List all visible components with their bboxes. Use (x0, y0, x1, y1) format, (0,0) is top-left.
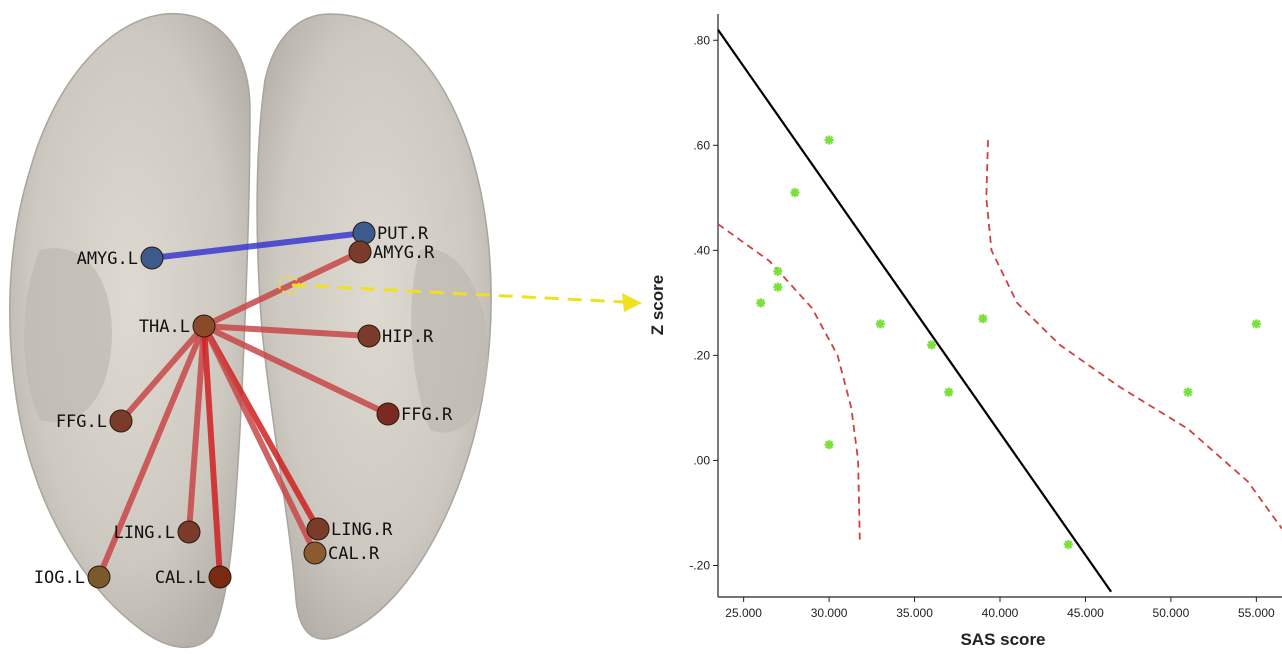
edge-tha-l-ffg-l (118, 323, 207, 424)
node-ffg-r (376, 402, 400, 426)
node-cal-r (303, 541, 327, 565)
y-axis-title: Z score (648, 275, 667, 335)
y-tick-label: .00 (693, 453, 710, 467)
node-label-tha-l: THA.L (139, 317, 190, 337)
node-ffg-l (109, 409, 133, 433)
right-temporal-lobe (411, 248, 489, 433)
node-iog-l (87, 565, 111, 589)
node-label-ling-l: LING.L (114, 523, 175, 543)
scatter-point (1183, 387, 1193, 397)
x-tick-label: 55.000 (1238, 606, 1275, 620)
node-amyg-r (348, 240, 372, 264)
node-hip-r (357, 324, 381, 348)
node-cal-l (208, 565, 232, 589)
node-ling-l (177, 520, 201, 544)
edge-tha-l-iog-l (96, 323, 207, 580)
edge-amyg-l-put-r (149, 230, 367, 261)
series-layer (717, 29, 1282, 593)
node-label-ling-r: LING.R (331, 520, 393, 540)
plot-area: 25.000 30.000 35.000 40.000 45.000 50.000 55.0… (689, 14, 1282, 620)
node-label-hip-r: HIP.R (382, 327, 434, 347)
scatter-point (756, 298, 766, 308)
y-tick-label: -.20 (689, 558, 710, 572)
network-edges (96, 230, 391, 580)
ticks-layer: 25.000 30.000 35.000 40.000 45.000 50.000 55.0… (689, 33, 1275, 620)
node-label-cal-r: CAL.R (328, 544, 380, 564)
y-tick-label: .80 (693, 33, 710, 47)
annotation-arrow (291, 283, 625, 304)
confidence-band-upper (985, 140, 1282, 530)
node-amyg-l (140, 246, 164, 270)
node-ling-r (306, 517, 330, 541)
edge-tha-l-amyg-r (201, 249, 363, 329)
scatter-point (773, 266, 783, 276)
x-tick-label: 35.000 (896, 606, 933, 620)
scatter-point (773, 282, 783, 292)
scatter-point (875, 319, 885, 329)
x-axis-title: SAS score (960, 630, 1045, 649)
edge-tha-l-cal-r (201, 323, 318, 556)
scatter-point (824, 135, 834, 145)
regression-line (717, 29, 1113, 593)
arrow-head (622, 293, 642, 312)
node-label-cal-l: CAL.L (155, 568, 206, 588)
x-tick-label: 25.000 (725, 606, 762, 620)
scatter-point (978, 314, 988, 324)
scatter-point (944, 387, 954, 397)
edge-tha-l-cal-l (201, 323, 223, 580)
y-tick-label: .20 (693, 348, 710, 362)
edge-tha-l-ling-l (186, 323, 207, 535)
y-tick-label: .40 (693, 243, 710, 257)
node-label-amyg-l: AMYG.L (77, 249, 138, 269)
scatter-point (927, 340, 937, 350)
node-label-amyg-r: AMYG.R (373, 243, 435, 263)
node-label-ffg-r: FFG.R (401, 405, 453, 425)
left-temporal-lobe (24, 248, 112, 422)
scatter-point (790, 188, 800, 198)
scatter-point (1251, 319, 1261, 329)
x-tick-label: 45.000 (1067, 606, 1104, 620)
scatter-point (824, 440, 834, 450)
node-label-ffg-l: FFG.L (56, 412, 107, 432)
node-tha-l (192, 314, 216, 338)
scatter-point (1063, 539, 1073, 549)
edge-tha-l-hip-r (201, 323, 372, 339)
confidence-band-lower (717, 223, 861, 545)
y-tick-label: .60 (693, 138, 710, 152)
node-label-put-r: PUT.R (377, 224, 429, 244)
x-tick-label: 40.000 (982, 606, 1019, 620)
edge-tha-l-ffg-r (201, 323, 391, 417)
node-label-iog-l: IOG.L (34, 568, 85, 588)
x-tick-label: 50.000 (1153, 606, 1190, 620)
x-tick-label: 30.000 (811, 606, 848, 620)
